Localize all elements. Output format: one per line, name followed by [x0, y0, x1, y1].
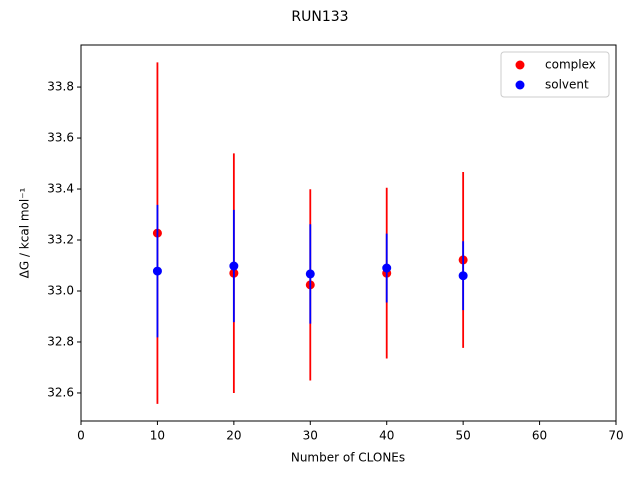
point [305, 269, 315, 279]
y-tick-label: 33.2 [47, 233, 74, 247]
x-tick-label: 10 [150, 429, 165, 443]
point [152, 266, 162, 276]
legend-marker [515, 80, 525, 90]
y-tick-label: 33.6 [47, 131, 74, 145]
legend-box [500, 51, 610, 98]
legend-marker [515, 60, 525, 70]
point [229, 261, 239, 271]
point [458, 271, 468, 281]
x-tick-label: 50 [456, 429, 471, 443]
x-tick-label: 20 [226, 429, 241, 443]
x-tick-label: 60 [532, 429, 547, 443]
y-tick-label: 32.8 [47, 334, 74, 348]
y-tick-label: 33.4 [47, 182, 74, 196]
x-axis-label: Number of CLONEs [291, 451, 405, 465]
x-tick-label: 70 [608, 429, 623, 443]
y-tick-label: 32.6 [47, 385, 74, 399]
plot-frame [80, 44, 617, 422]
point [382, 263, 392, 273]
legend-label: solvent [545, 78, 589, 92]
x-tick-label: 0 [77, 429, 85, 443]
x-tick-label: 30 [303, 429, 318, 443]
legend-label: complex [545, 58, 596, 72]
chart-title: RUN133 [291, 9, 348, 25]
x-tick-label: 40 [379, 429, 394, 443]
y-tick-label: 33.0 [47, 283, 74, 297]
y-axis-label: ΔG / kcal mol⁻¹ [18, 187, 32, 278]
y-tick-label: 33.8 [47, 80, 74, 94]
